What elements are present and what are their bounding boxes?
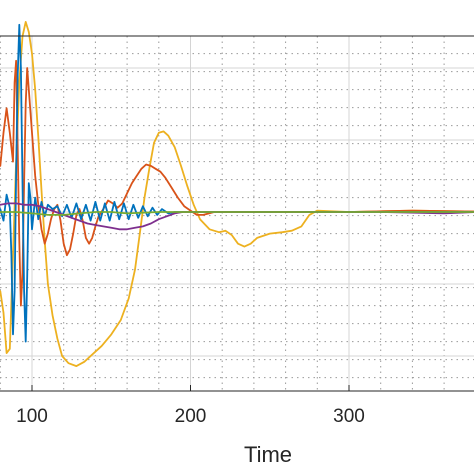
x-tick-label: 200 xyxy=(175,406,207,427)
x-tick-label: 300 xyxy=(333,406,365,427)
series-layer xyxy=(0,21,474,367)
series-line-1 xyxy=(0,21,474,367)
x-axis-ticks: 100 200 300 xyxy=(16,385,365,427)
minor-grid xyxy=(0,36,474,391)
x-tick-label: 100 xyxy=(16,406,48,427)
x-axis-label: Time xyxy=(244,442,292,467)
series-line-5 xyxy=(0,211,474,216)
series-line-3 xyxy=(0,23,474,343)
